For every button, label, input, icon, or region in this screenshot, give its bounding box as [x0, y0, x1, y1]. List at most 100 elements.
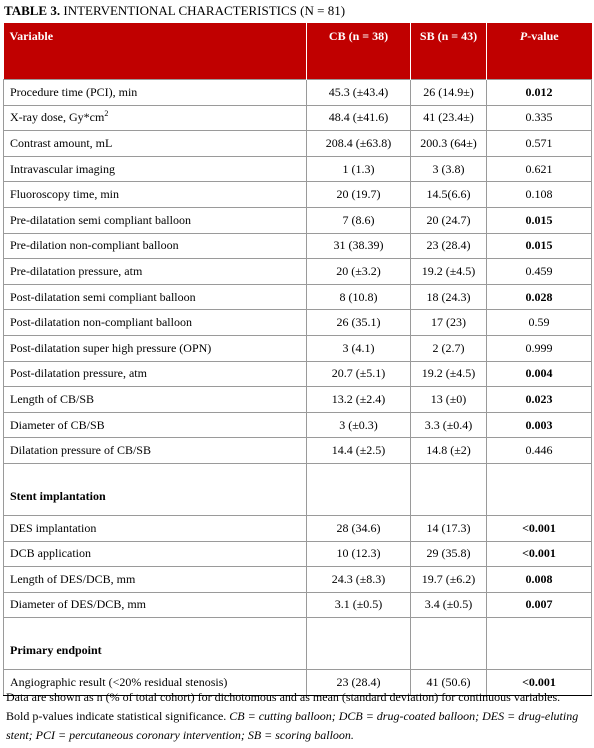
- table-row: Length of CB/SB 13.2 (±2.4) 13 (±0) 0.023: [3, 386, 592, 413]
- row-label: Length of CB/SB: [3, 386, 307, 413]
- p-value: 0.004: [486, 360, 592, 388]
- row-label-text: Intravascular imaging: [10, 161, 115, 176]
- table-row: Contrast amount, mL 208.4 (±63.8) 200.3 (6…: [3, 130, 592, 157]
- table-footnote: Data are shown as n (% of total cohort) …: [6, 688, 588, 745]
- table-row: Pre-dilation non-compliant balloon 31 (38…: [3, 232, 592, 260]
- row-label: Pre-dilatation pressure, atm: [3, 258, 307, 285]
- footnote-line-3: stent; PCI = percutaneous coronary inter…: [6, 726, 588, 745]
- sb-value: 17 (23): [410, 309, 487, 336]
- cb-value: 14.4 (±2.5): [306, 437, 411, 464]
- sb-value: 19.2 (±4.5): [410, 360, 487, 388]
- cb-value: 20.7 (±5.1): [306, 360, 411, 388]
- section-empty-cell: [486, 462, 592, 516]
- p-value: 0.621: [486, 155, 592, 183]
- header-p-value: P-value: [486, 23, 592, 80]
- p-value: <0.001: [486, 540, 592, 568]
- table-row: Intravascular imaging 1 (1.3) 3 (3.8) 0.621: [3, 155, 592, 183]
- table-row: Angiographic result (<20% residual steno…: [3, 669, 592, 696]
- sb-value: 23 (28.4): [410, 232, 487, 260]
- section-empty-cell: [306, 462, 411, 516]
- p-value: 0.003: [486, 411, 592, 439]
- table-caption: TABLE 3. INTERVENTIONAL CHARACTERISTICS …: [4, 3, 345, 19]
- cb-value: 3 (±0.3): [306, 411, 411, 439]
- table-row: Post-dilatation non-compliant balloon 26 …: [3, 309, 592, 336]
- row-label-text: Fluoroscopy time, min: [10, 187, 119, 202]
- table-row: Diameter of CB/SB 3 (±0.3) 3.3 (±0.4) 0.003: [3, 411, 592, 439]
- table-row: Post-dilatation semi compliant balloon 8 …: [3, 283, 592, 311]
- p-value: 0.999: [486, 334, 592, 362]
- cb-value: 28 (34.6): [306, 514, 411, 542]
- row-label-text: Contrast amount, mL: [10, 135, 113, 150]
- p-value: 0.015: [486, 206, 592, 234]
- table-row: Pre-dilatation semi compliant balloon 7 (…: [3, 206, 592, 234]
- cb-value: 20 (±3.2): [306, 258, 411, 285]
- sb-value: 26 (14.9±): [410, 79, 487, 106]
- section-row: Primary endpoint: [3, 617, 592, 671]
- sb-value: 29 (35.8): [410, 540, 487, 568]
- row-label-text: Length of CB/SB: [10, 391, 95, 406]
- row-label: DCB application: [3, 540, 307, 568]
- sb-value: 14.8 (±2): [410, 437, 487, 464]
- p-value: 0.007: [486, 591, 592, 619]
- sb-value: 200.3 (64±): [410, 130, 487, 157]
- row-label: Post-dilatation pressure, atm: [3, 360, 307, 388]
- section-label: Primary endpoint: [3, 617, 307, 671]
- row-label: Diameter of DES/DCB, mm: [3, 591, 307, 619]
- p-value: 0.571: [486, 130, 592, 157]
- header-variable: Variable: [3, 23, 307, 80]
- p-value: 0.023: [486, 386, 592, 413]
- row-label-text: Post-dilatation semi compliant balloon: [10, 289, 196, 304]
- table-title: INTERVENTIONAL CHARACTERISTICS (N = 81): [63, 3, 346, 18]
- sb-value: 41 (50.6): [410, 669, 487, 696]
- row-label-superscript: 2: [104, 109, 109, 119]
- cb-value: 45.3 (±43.4): [306, 79, 411, 106]
- table-row: Dilatation pressure of CB/SB 14.4 (±2.5) 1…: [3, 437, 592, 464]
- sb-value: 18 (24.3): [410, 283, 487, 311]
- p-value: 0.59: [486, 309, 592, 336]
- table-row: DES implantation 28 (34.6) 14 (17.3) <0.001: [3, 514, 592, 542]
- section-empty-cell: [410, 617, 487, 671]
- table-row: Pre-dilatation pressure, atm 20 (±3.2) 19.…: [3, 258, 592, 285]
- row-label-text: Pre-dilation non-compliant balloon: [10, 238, 179, 253]
- table-row: Fluoroscopy time, min 20 (19.7) 14.5(6.6) 0…: [3, 181, 592, 208]
- row-label: Pre-dilation non-compliant balloon: [3, 232, 307, 260]
- sb-value: 3 (3.8): [410, 155, 487, 183]
- cb-value: 48.4 (±41.6): [306, 104, 411, 132]
- cb-value: 3.1 (±0.5): [306, 591, 411, 619]
- row-label-text: Post-dilatation non-compliant balloon: [10, 315, 192, 330]
- row-label-text: DCB application: [10, 546, 91, 561]
- footnote-abbreviations-2: stent; PCI = percutaneous coronary inter…: [6, 728, 354, 742]
- row-label-text: Diameter of CB/SB: [10, 417, 105, 432]
- row-label: Post-dilatation non-compliant balloon: [3, 309, 307, 336]
- section-empty-cell: [410, 462, 487, 516]
- row-label-text: Procedure time (PCI), min: [10, 84, 138, 99]
- p-value: <0.001: [486, 669, 592, 696]
- footnote-significance: Bold p-values indicate statistical signi…: [6, 709, 230, 723]
- cb-value: 8 (10.8): [306, 283, 411, 311]
- header-p-suffix: -value: [527, 29, 559, 43]
- section-empty-cell: [306, 617, 411, 671]
- sb-value: 14 (17.3): [410, 514, 487, 542]
- p-value: 0.028: [486, 283, 592, 311]
- row-label: Diameter of CB/SB: [3, 411, 307, 439]
- sb-value: 19.2 (±4.5): [410, 258, 487, 285]
- row-label-text: X-ray dose, Gy*cm: [10, 110, 105, 125]
- p-value: <0.001: [486, 514, 592, 542]
- row-label: Procedure time (PCI), min: [3, 79, 307, 106]
- row-label: DES implantation: [3, 514, 307, 542]
- cb-value: 31 (38.39): [306, 232, 411, 260]
- p-value: 0.012: [486, 79, 592, 106]
- row-label: Angiographic result (<20% residual steno…: [3, 669, 307, 696]
- sb-value: 14.5(6.6): [410, 181, 487, 208]
- table-body: Procedure time (PCI), min 45.3 (±43.4) 26 …: [3, 79, 592, 696]
- p-value: 0.008: [486, 566, 592, 593]
- section-row: Stent implantation: [3, 462, 592, 516]
- cb-value: 3 (4.1): [306, 334, 411, 362]
- row-label: Pre-dilatation semi compliant balloon: [3, 206, 307, 234]
- row-label: Length of DES/DCB, mm: [3, 566, 307, 593]
- cb-value: 7 (8.6): [306, 206, 411, 234]
- table-row: DCB application 10 (12.3) 29 (35.8) <0.001: [3, 540, 592, 568]
- cb-value: 26 (35.1): [306, 309, 411, 336]
- row-label: Intravascular imaging: [3, 155, 307, 183]
- table-row: X-ray dose, Gy*cm2 48.4 (±41.6) 41 (23.4±)…: [3, 104, 592, 132]
